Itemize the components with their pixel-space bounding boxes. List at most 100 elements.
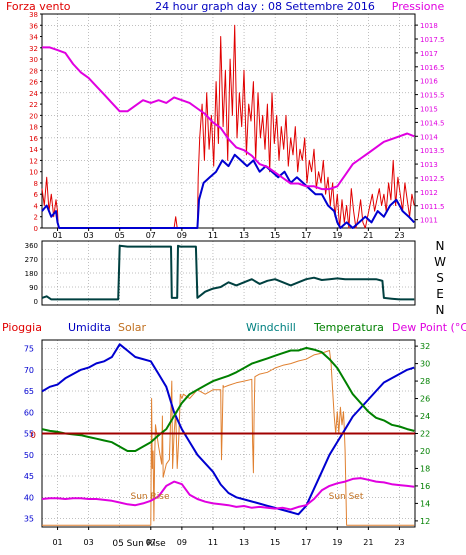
wind-y-tick-label: 18	[29, 124, 38, 132]
wind-y-tick-label: 12	[29, 157, 38, 165]
temperature-y-tick-label: 16	[420, 482, 430, 491]
wind-y-tick-label: 22	[29, 101, 38, 109]
temp-x-tick-label: 01	[52, 538, 62, 547]
wind-y-tick-label: 30	[29, 56, 38, 64]
wind-y-tick-label: 16	[29, 135, 38, 143]
temperature-y-tick-label: 18	[420, 464, 430, 473]
direction-panel-ticks: 0 90 180 270 360	[25, 242, 38, 306]
humidity-y-tick-label: 60	[24, 408, 34, 417]
humidity-y-tick-label: 35	[24, 515, 34, 524]
temperature-panel-series	[41, 343, 415, 526]
direction-y-tick-label: 0	[34, 298, 38, 306]
humidity-y-tick-label: 45	[24, 472, 34, 481]
rain-zero-label: 0	[30, 431, 36, 441]
wind-y-tick-label: 28	[29, 67, 38, 75]
wind-y-tick-label: 0	[34, 225, 38, 233]
wind-x-tick-label: 03	[84, 231, 94, 240]
pressure-line	[42, 46, 415, 191]
legend-umidita: Umidita	[68, 321, 111, 334]
pressure-y-tick-label: 1015.5	[420, 92, 445, 100]
wind-y-tick-label: 20	[29, 112, 38, 120]
chart-title: 24 hour graph day : 08 Settembre 2016	[155, 0, 375, 13]
direction-y-tick-label: 360	[25, 242, 38, 250]
wind-x-tick-label: 19	[332, 231, 342, 240]
wind-y-tick-label: 8	[34, 180, 38, 188]
temp-x-tick-label: 23	[394, 538, 404, 547]
wind-x-tick-label: 09	[177, 231, 187, 240]
pressure-y-tick-label: 1013.5	[420, 147, 445, 155]
wind-y-tick-label: 34	[29, 34, 38, 42]
pressure-y-tick-label: 1012.5	[420, 175, 445, 183]
temperature-line	[41, 346, 415, 452]
legend-temperatura: Temperatura	[313, 321, 384, 334]
pressure-y-tick-label: 1011.5	[420, 203, 445, 211]
pressure-y-tick-label: 1015	[420, 105, 438, 113]
pressure-y-tick-label: 1013	[420, 161, 438, 169]
temp-x-tick-label: 07	[146, 538, 156, 547]
pressure-axis-title: Pressione	[392, 0, 445, 13]
sun-set-label: Sun Set	[329, 492, 364, 502]
wind-x-tick-label: 17	[301, 231, 311, 240]
legend-pioggia: Pioggia	[2, 321, 42, 334]
temperature-y-tick-label: 20	[420, 447, 430, 456]
pressure-y-tick-label: 1017.5	[420, 36, 445, 44]
direction-panel-series	[41, 244, 415, 301]
wind-x-tick-label: 23	[394, 231, 404, 240]
temp-x-tick-label: 11	[208, 538, 218, 547]
wind-y-tick-label: 4	[34, 202, 39, 210]
wind_speed-line	[41, 24, 415, 229]
temperature-y-tick-label: 22	[420, 430, 430, 439]
pressure-y-tick-label: 1018	[420, 22, 438, 30]
direction-y-tick-label: 90	[29, 284, 38, 292]
temp-x-tick-label: 15	[270, 538, 280, 547]
humidity-y-tick-label: 70	[24, 366, 34, 375]
temp-x-tick-label: 17	[301, 538, 311, 547]
pressure-y-tick-label: 1017	[420, 50, 438, 58]
sun-rise-axis-label: 05 Sun Rise	[112, 539, 166, 549]
temperature-y-tick-label: 26	[420, 395, 430, 404]
temperature-panel-ticks: 35 40 45 50 55 60 65 70 75 12 14 16 18 20 22 24 26 28 30 32…	[24, 342, 430, 547]
temperature-y-tick-label: 30	[420, 360, 430, 369]
wind-x-tick-label: 01	[52, 231, 62, 240]
wind-x-tick-label: 21	[363, 231, 373, 240]
temperature-y-tick-label: 24	[420, 412, 430, 421]
temp-x-tick-label: 03	[84, 538, 94, 547]
wind-y-tick-label: 10	[29, 169, 38, 177]
pressure-y-tick-label: 1016	[420, 78, 438, 86]
direction-label-w: W	[434, 255, 446, 269]
wind-y-tick-label: 32	[29, 45, 38, 53]
temperature-y-tick-label: 32	[420, 342, 430, 351]
humidity-y-tick-label: 65	[24, 387, 34, 396]
wind-y-tick-label: 6	[34, 191, 39, 199]
direction-label-n-top: N	[436, 239, 445, 253]
wind-x-tick-label: 07	[146, 231, 156, 240]
dew_point-line	[41, 477, 415, 511]
humidity-y-tick-label: 50	[24, 451, 34, 460]
temperature-y-tick-label: 14	[420, 499, 430, 508]
temp-x-tick-label: 09	[177, 538, 187, 547]
wind-y-tick-label: 38	[29, 11, 38, 19]
direction-y-tick-label: 180	[25, 270, 38, 278]
wind-y-tick-label: 2	[34, 214, 38, 222]
temp-x-tick-label: 21	[363, 538, 373, 547]
legend-solar: Solar	[118, 321, 147, 334]
wind-axis-title: Forza vento	[6, 0, 71, 13]
humidity-y-tick-label: 55	[24, 430, 34, 439]
direction-panel-frame	[41, 240, 416, 306]
legend-dew-point: Dew Point (°C)	[392, 321, 466, 334]
temperature-y-tick-label: 28	[420, 377, 430, 386]
wind-x-tick-label: 05	[115, 231, 125, 240]
sun-rise-label: Sun Rise	[131, 492, 170, 502]
pressure-y-tick-label: 1016.5	[420, 64, 445, 72]
wind-y-tick-label: 36	[29, 22, 38, 30]
wind-x-tick-label: 13	[239, 231, 249, 240]
temp-x-tick-label: 13	[239, 538, 249, 547]
pressure-y-tick-label: 1012	[420, 189, 438, 197]
direction-label-e: E	[436, 287, 444, 301]
wind-panel-frame	[41, 13, 416, 229]
wind-y-tick-label: 14	[29, 146, 38, 154]
temp-x-tick-label: 19	[332, 538, 342, 547]
wind-panel-ticks: 0246810121416182022242628303234363810111…	[29, 11, 444, 240]
direction-y-tick-label: 270	[25, 256, 38, 264]
